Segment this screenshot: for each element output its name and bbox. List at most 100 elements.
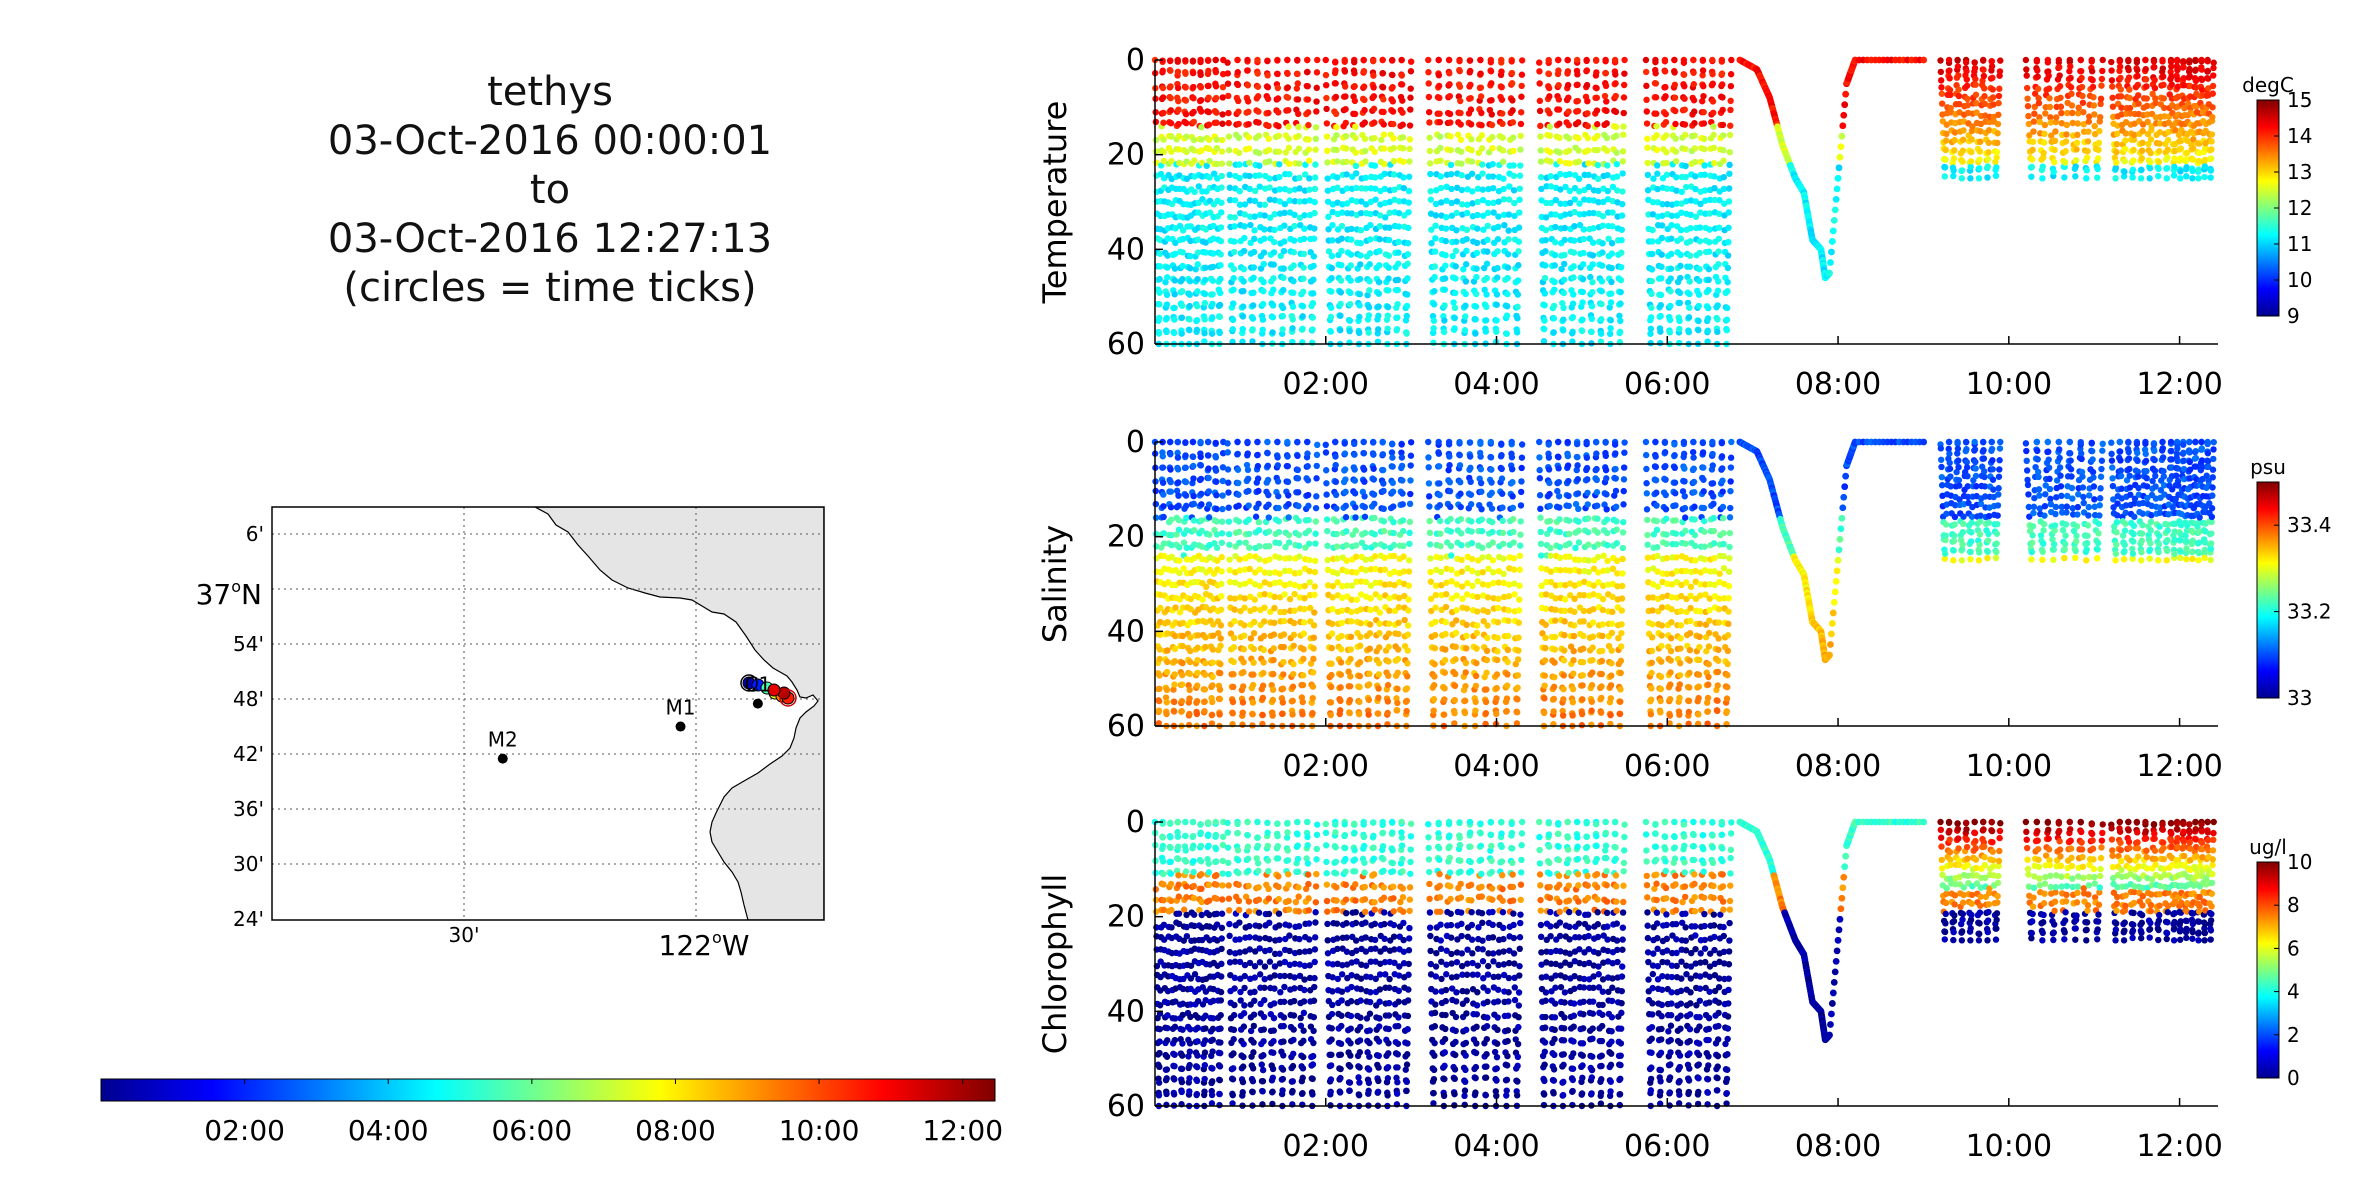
data-point: [2048, 132, 2055, 139]
data-point: [1575, 135, 1582, 142]
data-point: [1351, 490, 1359, 497]
data-point: [1209, 659, 1216, 666]
data-point: [1240, 287, 1247, 295]
data-point: [1463, 605, 1471, 612]
data-point: [1338, 261, 1345, 269]
data-point: [1351, 97, 1359, 105]
data-point: [1515, 224, 1523, 231]
data-point: [1156, 263, 1164, 270]
data-point: [1451, 325, 1458, 332]
data-point: [1370, 72, 1377, 79]
data-point: [1186, 686, 1193, 694]
data-point: [1286, 554, 1293, 562]
data-point: [1311, 225, 1318, 232]
data-point: [1977, 128, 1984, 135]
data-point: [1565, 121, 1572, 129]
data-point: [2186, 57, 2193, 64]
data-point: [1404, 240, 1412, 247]
data-point: [1201, 671, 1209, 678]
data-point: [1179, 659, 1186, 667]
data-point: [2084, 138, 2092, 145]
data-point: [1245, 134, 1253, 141]
data-point: [1405, 596, 1412, 603]
data-point: [1376, 235, 1383, 243]
data-point: [1235, 518, 1243, 525]
data-point: [1198, 501, 1205, 508]
data-point: [1205, 108, 1213, 116]
data-point: [1346, 709, 1353, 717]
data-point: [1500, 196, 1508, 203]
data-point: [1266, 196, 1274, 203]
data-point: [1203, 162, 1210, 170]
data-point: [1403, 302, 1411, 310]
data-point: [1407, 462, 1414, 469]
data-point: [1551, 286, 1558, 293]
data-point: [1286, 187, 1293, 194]
data-point: [1714, 278, 1722, 285]
data-point: [1648, 304, 1655, 311]
data-point: [1205, 465, 1212, 472]
data-point: [1352, 542, 1360, 549]
data-point: [1959, 158, 1966, 165]
data-point: [1244, 475, 1252, 483]
data-point: [1198, 147, 1205, 154]
data-point: [2078, 67, 2085, 75]
data-point: [2091, 111, 2098, 118]
data-point: [1218, 184, 1225, 191]
data-point: [1240, 278, 1247, 285]
data-point: [1990, 101, 1997, 108]
data-point: [1229, 316, 1237, 324]
data-point: [1994, 130, 2001, 137]
data-point: [2116, 63, 2124, 70]
data-point: [1213, 109, 1220, 116]
data-point: [1681, 95, 1688, 102]
data-point: [1971, 64, 1979, 72]
data-point: [1305, 516, 1312, 524]
data-point: [1447, 503, 1454, 511]
data-point: [1351, 477, 1359, 484]
data-point: [1167, 488, 1175, 495]
time-tick-circle: [740, 674, 758, 692]
data-point: [1389, 454, 1396, 461]
data-point: [1375, 312, 1382, 320]
data-point: [1545, 56, 1552, 64]
data-point: [1425, 108, 1433, 116]
data-point: [1973, 109, 1980, 116]
data-point: [1285, 531, 1293, 539]
data-point: [1620, 123, 1627, 130]
data-point: [1442, 646, 1449, 653]
data-point: [1249, 315, 1257, 322]
data-point: [1508, 80, 1516, 87]
data-point: [1217, 275, 1224, 283]
data-point: [1174, 58, 1181, 65]
data-point: [2097, 95, 2105, 103]
data-point: [1250, 289, 1257, 296]
data-point: [1182, 452, 1189, 459]
data-point: [1276, 570, 1283, 577]
data-point: [1584, 147, 1592, 154]
data-point: [1390, 529, 1397, 537]
data-point: [1662, 93, 1669, 100]
data-point: [1175, 146, 1183, 153]
data-point: [1980, 85, 1988, 92]
data-point: [1241, 234, 1248, 242]
data-point: [2129, 166, 2137, 173]
data-point: [1249, 699, 1257, 706]
data-point: [1620, 109, 1627, 117]
data-point: [1193, 710, 1201, 718]
data-point: [1325, 213, 1332, 221]
data-point: [1547, 199, 1555, 207]
data-point: [1599, 240, 1606, 247]
data-point: [1938, 100, 1946, 107]
data-point: [1462, 697, 1469, 704]
data-point: [1488, 111, 1495, 118]
data-point: [1842, 90, 1850, 98]
data-point: [1244, 466, 1252, 474]
data-point: [1367, 210, 1374, 218]
data-point: [1224, 59, 1231, 66]
data-point: [1351, 451, 1358, 458]
data-point: [1588, 303, 1596, 310]
data-point: [1305, 540, 1313, 547]
data-point: [2096, 127, 2103, 135]
data-point: [1213, 160, 1221, 168]
